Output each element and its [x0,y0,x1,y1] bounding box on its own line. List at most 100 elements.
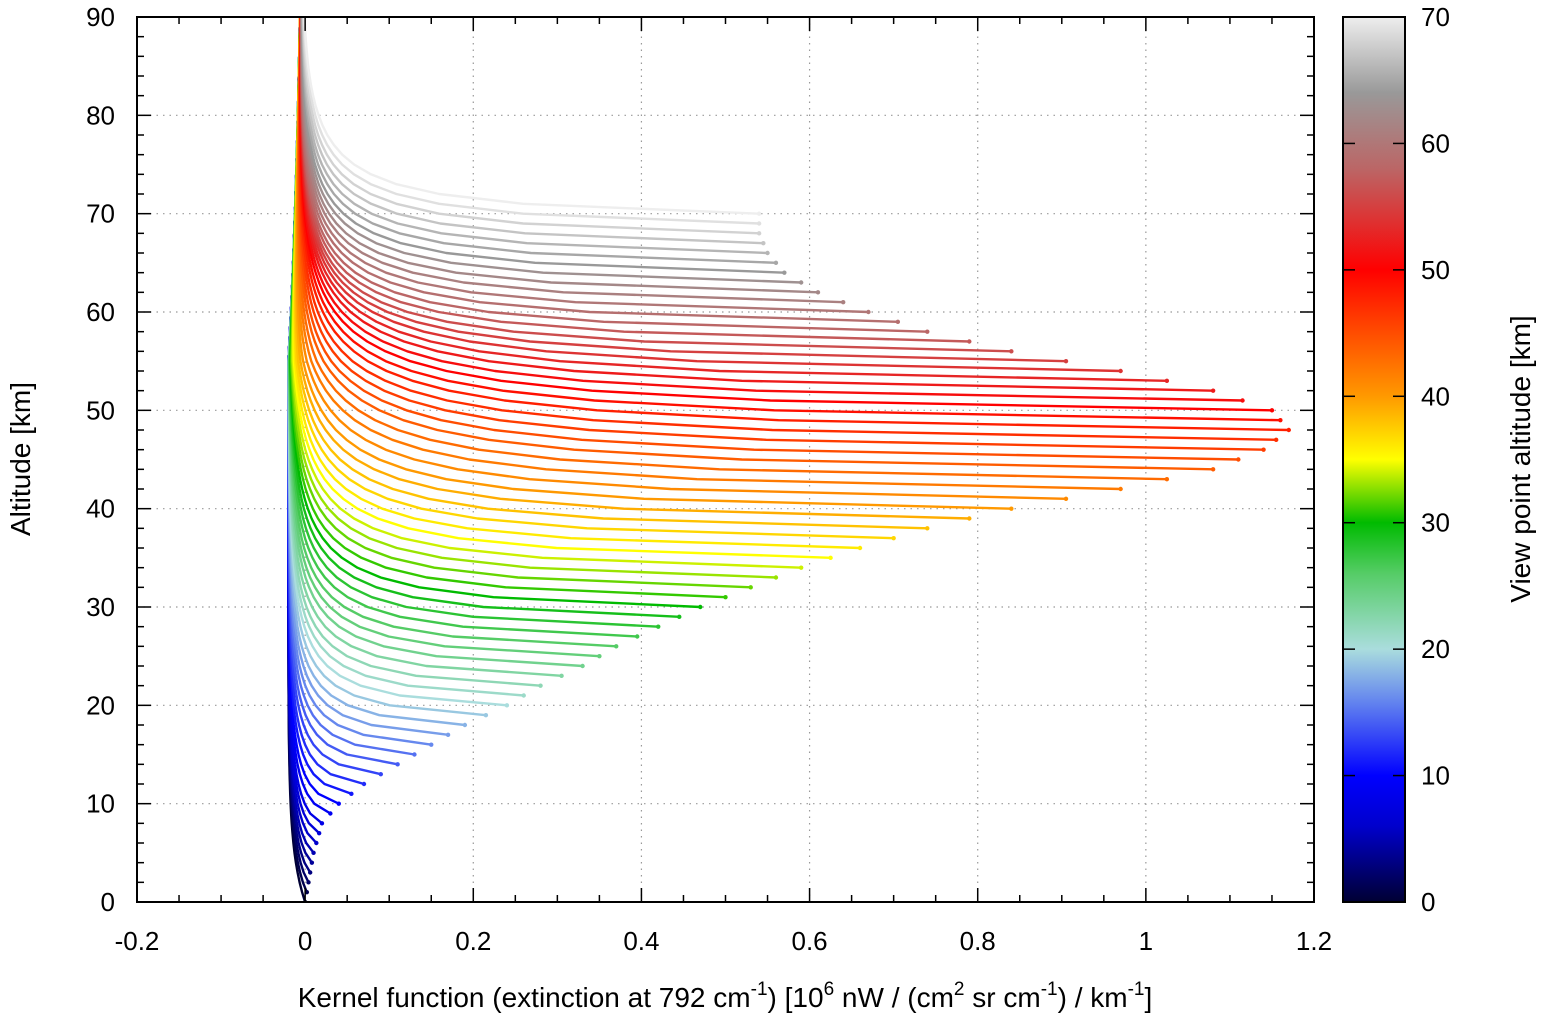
axis-ticks [136,16,1315,903]
kernel-curve [299,17,1121,373]
kernel-peak-point [857,545,863,551]
kernel-peak-point [412,752,417,757]
kernel-peak-point [967,516,972,521]
kernel-peak-point [748,585,753,590]
y-tick-label: 10 [86,789,115,819]
colorbar-tick-label: 0 [1421,887,1435,917]
kernel-peak-point [559,673,564,679]
x-tick-label: 1.2 [1296,926,1332,956]
colorbar-tick-label: 50 [1421,255,1450,285]
kernel-peak-point [504,703,510,708]
kernel-peak-point [1118,486,1123,492]
kernel-peak-point [891,535,896,541]
kernel-peak-point [309,860,315,865]
kernel-peak-point [756,221,762,226]
kernel-peak-point [1210,467,1216,472]
kernel-peak-point [1278,417,1283,423]
y-axis-label: Altitude [km] [5,382,36,536]
kernel-peak-point [429,742,434,747]
kernel-curve [287,17,524,697]
y-tick-labels: 0 10 20 30 40 50 60 70 80 90 [86,2,115,917]
kernel-peak-point [311,850,316,856]
colorbar-tick-label: 40 [1421,381,1450,411]
kernel-curve [291,17,802,569]
y-tick-label: 30 [86,592,115,622]
kernel-peak-point [656,624,661,629]
kernel-peak-point [1164,378,1170,384]
kernel-peak-point [1261,447,1266,452]
kernel-peak-point [314,840,319,846]
kernel-peak-point [395,762,400,767]
kernel-peak-point [828,555,833,561]
kernel-peak-point [815,290,821,295]
kernel-peak-point [378,771,384,777]
kernel-peak-point [538,683,543,688]
kernel-curve [301,17,768,255]
kernel-peak-point [925,329,930,334]
kernel-peak-point [798,280,804,285]
kernel-peak-point [773,260,779,266]
x-tick-label: -0.2 [115,926,160,956]
kernel-peak-point [773,575,779,580]
kernel-peak-point [445,732,451,738]
kernel-curve [300,17,898,323]
kernel-curve [301,17,764,245]
kernel-peak-point [1063,358,1069,364]
kernel-curve [288,17,638,638]
kernel-peak-point [319,821,325,826]
y-tick-label: 40 [86,494,115,524]
kernel-peak-point [866,309,871,315]
kernel-peak-point [765,250,770,256]
x-tick-labels: -0.2 0 0.2 0.4 0.6 0.8 1 1.2 [115,926,1332,956]
colorbar-tick-label: 60 [1421,128,1450,158]
kernel-curve [302,17,760,235]
kernel-peak-point [307,870,313,875]
kernel-curve [298,17,1239,461]
y-tick-label: 60 [86,297,115,327]
kernel-curve [290,17,751,589]
x-axis-label: Kernel function (extinction at 792 cm-1)… [298,979,1153,1013]
kernel-peak-point [1164,476,1170,482]
kernel-peak-point [597,653,602,659]
x-tick-label: 0.8 [960,926,996,956]
kernel-curve [303,17,760,215]
colorbar-label: View point altitude [km] [1505,315,1536,602]
kernel-peak-point [483,712,489,718]
kernel-curve [302,17,760,225]
kernel-peak-point [306,880,311,885]
kernel-peak-point [1286,427,1291,433]
kernel-peak-point [677,614,682,620]
kernel-curve [296,17,1121,491]
kernel-peak-point [521,693,526,698]
kernel-peak-point [925,526,930,531]
kernel-peak-point [316,830,322,836]
kernel-peak-point [1269,408,1275,413]
kernel-curve [300,17,1012,353]
kernel-curve [288,17,617,648]
kernel-curve [300,17,844,304]
y-tick-label: 20 [86,690,115,720]
kernel-peak-point [841,299,846,305]
kernel-peak-point [1009,506,1014,511]
kernel-peak-point [895,319,901,325]
kernel-curves [287,17,1291,902]
kernel-curve [298,17,1277,441]
x-tick-label: 1 [1139,926,1153,956]
kernel-curve [299,17,1281,422]
y-tick-label: 0 [101,887,115,917]
grid [137,17,1314,902]
kernel-peak-point [756,231,762,236]
kernel-peak-point [782,270,787,275]
kernel-peak-point [361,781,367,787]
colorbar-ticks [1343,16,1405,903]
y-tick-label: 90 [86,2,115,32]
kernel-peak-point [1236,457,1241,462]
kernel-curve [300,17,869,314]
kernel-curve [300,17,970,343]
y-tick-label: 70 [86,199,115,229]
x-tick-label: 0.6 [791,926,827,956]
kernel-peak-point [336,801,341,806]
kernel-peak-point [967,339,972,344]
colorbar [1342,16,1406,903]
